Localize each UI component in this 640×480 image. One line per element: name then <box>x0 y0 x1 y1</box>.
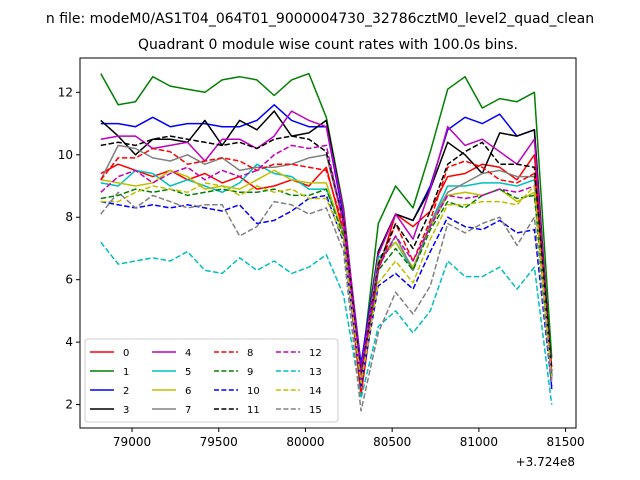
x-axis: 79000 79500 80000 80500 81000 81500 <box>113 428 585 449</box>
legend-label-12: 12 <box>309 348 322 359</box>
x-tick-label: 80000 <box>286 435 324 449</box>
series-line-3 <box>100 110 553 377</box>
x-tick-label: 79000 <box>113 435 151 449</box>
series-layer <box>100 72 553 412</box>
legend-label-6: 6 <box>185 386 191 397</box>
series-line-8 <box>100 147 553 381</box>
legend-label-14: 14 <box>309 386 322 397</box>
legend-label-13: 13 <box>309 367 322 378</box>
legend-label-9: 9 <box>247 367 253 378</box>
series-line-15 <box>100 191 553 412</box>
legend-frame <box>84 338 339 423</box>
legend-label-2: 2 <box>123 386 129 397</box>
y-tick-label: 6 <box>65 273 73 287</box>
legend-label-11: 11 <box>247 405 260 416</box>
x-offset-label: +3.724e8 <box>516 455 575 469</box>
legend-label-15: 15 <box>309 405 322 416</box>
series-line-7 <box>100 144 553 381</box>
series-line-6 <box>100 169 553 381</box>
series-line-1 <box>100 72 553 375</box>
series-line-13 <box>100 241 553 405</box>
series-line-4 <box>100 110 553 380</box>
y-tick-label: 8 <box>65 210 73 224</box>
legend-label-7: 7 <box>185 405 191 416</box>
x-tick-label: 79500 <box>200 435 238 449</box>
series-line-10 <box>100 194 553 387</box>
y-axis: 2 4 6 8 10 12 <box>58 85 80 412</box>
chart-title: Quadrant 0 module wise count rates with … <box>138 37 518 53</box>
series-line-12 <box>100 144 553 381</box>
legend-label-4: 4 <box>185 348 191 359</box>
x-tick-label: 81000 <box>460 435 498 449</box>
series-line-14 <box>100 182 553 384</box>
series-line-9 <box>100 188 553 384</box>
legend-label-10: 10 <box>247 386 260 397</box>
series-line-11 <box>100 135 553 378</box>
legend-label-8: 8 <box>247 348 253 359</box>
y-tick-label: 4 <box>65 335 73 349</box>
legend-label-1: 1 <box>123 367 129 378</box>
plot-frame <box>79 57 577 429</box>
x-tick-label: 80500 <box>373 435 411 449</box>
legend-label-3: 3 <box>123 405 129 416</box>
y-tick-label: 2 <box>65 398 73 412</box>
x-tick-label: 81500 <box>547 435 585 449</box>
figure-suptitle: n file: modeM0/AS1T04_064T01_9000004730_… <box>46 11 594 27</box>
y-tick-label: 10 <box>58 148 73 162</box>
legend-label-5: 5 <box>185 367 191 378</box>
y-tick-label: 12 <box>58 85 73 99</box>
legend-label-0: 0 <box>123 348 129 359</box>
